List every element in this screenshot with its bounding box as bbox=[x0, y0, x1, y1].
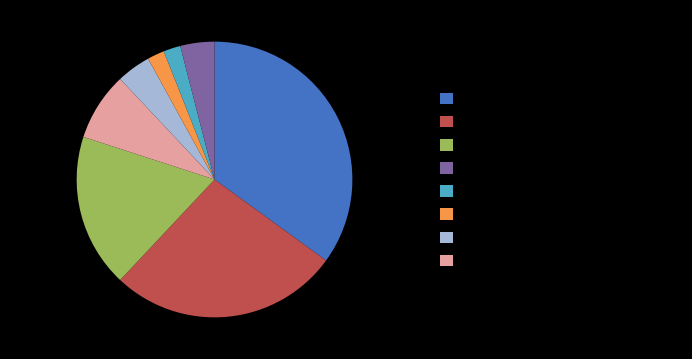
Wedge shape bbox=[148, 51, 215, 179]
Wedge shape bbox=[120, 59, 215, 180]
Legend: , , , , , , , : , , , , , , , bbox=[435, 87, 468, 272]
Wedge shape bbox=[215, 42, 352, 261]
Wedge shape bbox=[84, 79, 215, 180]
Wedge shape bbox=[120, 180, 326, 317]
Wedge shape bbox=[164, 46, 215, 180]
Wedge shape bbox=[180, 42, 215, 180]
Wedge shape bbox=[77, 137, 215, 280]
